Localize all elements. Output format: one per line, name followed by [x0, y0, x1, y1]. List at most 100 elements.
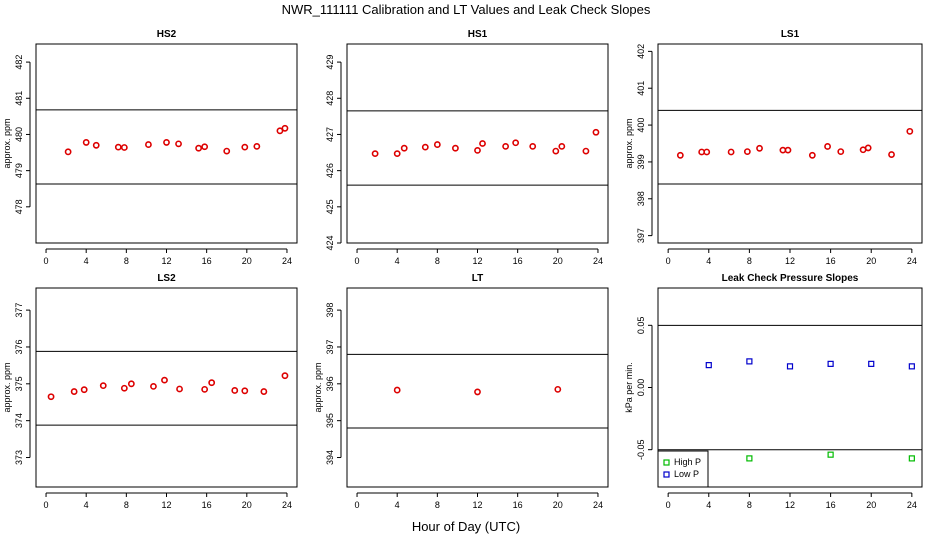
data-point — [864, 144, 872, 152]
x-tick-label: 4 — [395, 256, 400, 266]
data-point — [241, 143, 249, 151]
data-point — [529, 142, 537, 150]
data-point — [201, 143, 209, 151]
y-tick-label: 374 — [14, 413, 24, 428]
x-tick-label: 24 — [593, 256, 603, 266]
figure-title: NWR_111111 Calibration and LT Values and… — [282, 2, 651, 17]
x-tick-label: 0 — [355, 256, 360, 266]
plot-frame — [346, 43, 609, 244]
data-point — [201, 385, 209, 393]
panel-hs2: HS2 0 4 8 12 16 20 24 478 479 480 481 482 approx. ppm — [2, 29, 298, 266]
x-tick-label: 24 — [907, 256, 917, 266]
x-tick-label: 8 — [747, 256, 752, 266]
data-point — [837, 148, 845, 156]
x-tick-label: 8 — [747, 500, 752, 510]
y-tick-label: 377 — [14, 303, 24, 318]
y-axis-label: approx. ppm — [2, 362, 12, 412]
x-tick-label: 24 — [593, 500, 603, 510]
plot-frame — [35, 287, 298, 488]
y-tick-label: 394 — [325, 450, 335, 465]
data-point — [64, 148, 72, 156]
data-point — [127, 380, 135, 388]
panel-title: HS2 — [157, 29, 177, 40]
data-point — [276, 127, 284, 135]
data-point — [474, 146, 481, 154]
legend-label: Low P — [674, 469, 699, 479]
x-tick-label: 8 — [124, 500, 129, 510]
data-point — [592, 128, 600, 136]
y-tick-label: 0.05 — [636, 317, 646, 335]
y-tick-label: 402 — [636, 44, 646, 59]
x-tick-label: 4 — [84, 256, 89, 266]
x-tick-label: 12 — [472, 500, 482, 510]
y-axis-label: kPa per min. — [624, 362, 634, 413]
panel-hs1: HS1 0 4 8 12 16 20 24 424 425 426 427 428 429 — [325, 29, 609, 266]
legend-marker — [663, 471, 670, 478]
data-point — [908, 455, 915, 462]
data-point — [746, 455, 753, 462]
y-axis-label: approx. ppm — [2, 118, 12, 168]
data-point — [746, 358, 753, 365]
y-tick-label: 398 — [325, 303, 335, 318]
data-point — [705, 362, 712, 369]
data-point — [786, 363, 794, 370]
data-point — [479, 140, 486, 147]
x-tick-label: 16 — [513, 500, 523, 510]
data-point — [703, 148, 711, 156]
y-tick-label: 427 — [325, 127, 335, 142]
x-tick-label: 4 — [706, 256, 711, 266]
y-tick-label: 399 — [636, 154, 646, 169]
y-tick-label: 395 — [325, 413, 335, 428]
y-tick-label: 425 — [325, 199, 335, 214]
data-point — [120, 384, 128, 392]
data-point — [371, 150, 379, 158]
data-point — [223, 147, 231, 155]
x-tick-label: 20 — [553, 256, 563, 266]
y-tick-label: 424 — [325, 235, 335, 250]
x-tick-label: 0 — [666, 256, 671, 266]
data-point — [231, 387, 239, 394]
y-tick-label: 482 — [14, 55, 24, 70]
data-point — [163, 139, 170, 146]
panel-ls1: LS1 0 4 8 12 16 20 24 397 398 399 400 401 402 approx. … — [624, 29, 923, 266]
plot-frame — [657, 43, 923, 244]
data-point — [808, 151, 816, 159]
data-point — [400, 144, 408, 152]
legend: High P Low P — [657, 450, 709, 488]
data-point — [433, 141, 441, 148]
legend-box — [657, 450, 709, 488]
figure-xlabel: Hour of Day (UTC) — [412, 519, 520, 534]
x-tick-label: 16 — [513, 256, 523, 266]
x-tick-label: 0 — [666, 500, 671, 510]
data-point — [176, 385, 183, 393]
x-tick-label: 12 — [785, 256, 795, 266]
data-point — [888, 151, 895, 158]
y-tick-label: 396 — [325, 376, 335, 391]
data-point — [502, 142, 510, 150]
data-point — [824, 143, 831, 150]
panel-leak: Leak Check Pressure Slopes 0 4 8 12 16 20 24 -0.… — [624, 273, 923, 510]
x-tick-label: 24 — [907, 500, 917, 510]
data-point — [80, 386, 88, 394]
panel-title: HS1 — [468, 29, 488, 40]
data-point — [92, 141, 100, 149]
y-tick-label: 397 — [325, 339, 335, 354]
legend-marker — [663, 459, 670, 466]
data-point — [114, 143, 122, 151]
data-point — [70, 388, 78, 395]
x-tick-label: 4 — [706, 500, 711, 510]
data-point — [260, 388, 268, 395]
x-tick-label: 24 — [282, 500, 292, 510]
x-tick-label: 20 — [866, 256, 876, 266]
panel-title: LS1 — [781, 29, 800, 40]
x-tick-label: 0 — [44, 500, 49, 510]
data-point — [676, 151, 684, 159]
data-point — [906, 127, 914, 135]
y-tick-label: 0.00 — [636, 379, 646, 397]
data-point — [145, 141, 152, 148]
legend-label: High P — [674, 457, 701, 467]
y-tick-label: 479 — [14, 163, 24, 178]
data-point — [452, 144, 459, 152]
x-tick-label: 16 — [202, 256, 212, 266]
y-tick-label: 398 — [636, 191, 646, 206]
